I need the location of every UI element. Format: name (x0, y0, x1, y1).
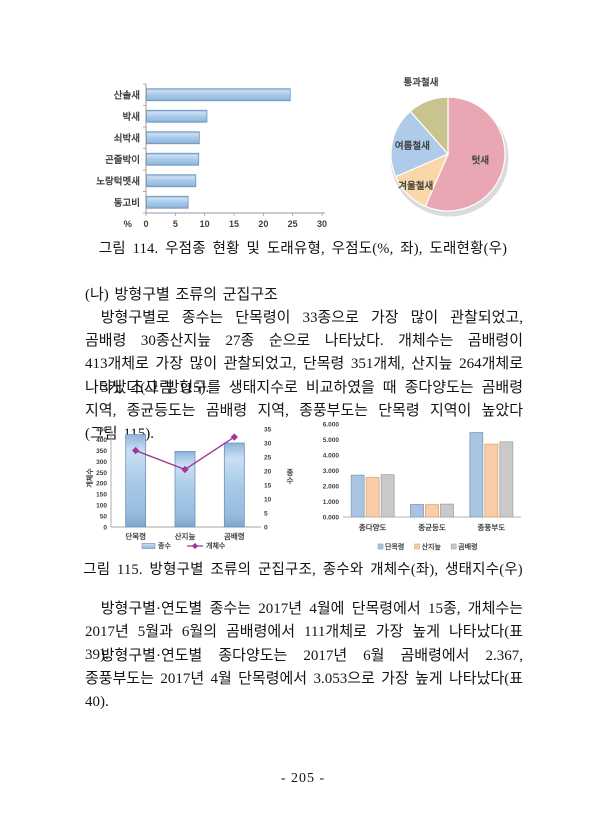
svg-text:5: 5 (264, 510, 268, 517)
svg-text:250: 250 (96, 470, 107, 477)
section-heading: (나) 방형구별 조류의 군집구조 (85, 287, 278, 303)
svg-text:산지늪: 산지늪 (422, 542, 442, 551)
svg-text:종수: 종수 (158, 542, 171, 550)
svg-text:곰배령: 곰배령 (224, 531, 245, 541)
svg-text:20: 20 (258, 219, 268, 229)
figure115-caption: 그림 115. 방형구별 조류의 군집구조, 종수와 개체수(좌), 생태지수(… (83, 562, 523, 578)
svg-text:통과철새: 통과철새 (404, 77, 439, 89)
svg-text:400: 400 (96, 437, 107, 444)
svg-text:여름철새: 여름철새 (395, 140, 430, 152)
svg-text:10: 10 (200, 219, 210, 229)
svg-text:0: 0 (103, 524, 107, 531)
svg-text:단목령: 단목령 (385, 542, 404, 551)
svg-text:200: 200 (96, 481, 107, 488)
svg-text:6.000: 6.000 (323, 421, 340, 428)
svg-text:15: 15 (264, 482, 272, 489)
svg-text:2.000: 2.000 (323, 483, 340, 490)
svg-text:종풍부도: 종풍부도 (478, 523, 506, 532)
svg-text:동고비: 동고비 (114, 197, 140, 209)
svg-text:쇠박새: 쇠박새 (114, 132, 140, 144)
svg-text:산지늪: 산지늪 (175, 531, 196, 541)
fig115-combo-chart: 0 50 100 150 200 250 300 350 400 450 0 5 10 15 20 25 30 3… (84, 421, 312, 566)
fig115-grouped-bar-chart: 0.000 1.000 2.000 3.000 4.000 5.000 6.000 종다양도 종… (316, 418, 530, 565)
svg-text:0.000: 0.000 (323, 514, 340, 521)
svg-text:겨울철새: 겨울철새 (398, 180, 433, 192)
svg-text:5: 5 (173, 219, 178, 229)
svg-text:35: 35 (264, 426, 272, 433)
svg-text:5.000: 5.000 (323, 437, 340, 444)
svg-text:15: 15 (229, 219, 239, 229)
svg-text:개체수: 개체수 (85, 468, 94, 488)
svg-text:%: % (124, 219, 133, 230)
svg-text:곤줄박이: 곤줄박이 (105, 154, 140, 166)
svg-text:3.000: 3.000 (323, 468, 340, 475)
svg-text:단목령: 단목령 (125, 531, 146, 541)
svg-text:종수: 종수 (287, 468, 294, 485)
svg-text:개체수: 개체수 (206, 541, 226, 550)
paragraph-1: 방형구별로 종수는 단목령이 33종으로 가장 많이 관찰되었고, 곰배령 30… (85, 310, 523, 396)
paragraph-2: 3개 조사 방형구를 생태지수로 비교하였을 때 종다양도는 곰배령 지역, 종… (85, 380, 523, 443)
paragraph-4: 방형구별·연도별 종다양도는 2017년 6월 곰배령에서 2.367, 종풍부… (85, 648, 523, 711)
svg-text:30: 30 (264, 440, 272, 447)
svg-text:종다양도: 종다양도 (359, 522, 387, 532)
svg-text:50: 50 (100, 513, 108, 520)
svg-text:0: 0 (143, 219, 148, 229)
svg-text:1.000: 1.000 (323, 499, 340, 506)
svg-text:0: 0 (264, 524, 268, 531)
svg-text:박새: 박새 (123, 111, 140, 123)
svg-text:450: 450 (96, 426, 107, 433)
svg-text:텃새: 텃새 (472, 155, 489, 167)
svg-text:산솔새: 산솔새 (114, 89, 140, 101)
page-number: - 205 - (280, 771, 326, 786)
svg-text:25: 25 (288, 219, 298, 229)
paragraph-3: 방형구별·연도별 종수는 2017년 4월에 단목령에서 15종, 개체수는 2… (85, 601, 523, 664)
svg-text:10: 10 (264, 496, 272, 503)
svg-text:30: 30 (317, 219, 327, 229)
svg-text:25: 25 (264, 454, 272, 461)
figure114-caption: 그림 114. 우점종 현황 및 도래유형, 우점도(%, 좌), 도래현황(우… (98, 241, 508, 257)
svg-text:150: 150 (96, 492, 107, 499)
svg-text:곰배령: 곰배령 (458, 542, 477, 551)
svg-text:20: 20 (264, 468, 272, 475)
svg-text:4.000: 4.000 (323, 452, 340, 459)
svg-text:100: 100 (96, 503, 107, 510)
svg-text:종균등도: 종균등도 (418, 523, 446, 532)
svg-text:350: 350 (96, 448, 107, 455)
svg-text:300: 300 (96, 459, 107, 466)
svg-text:노랑턱멧새: 노랑턱멧새 (96, 175, 140, 187)
